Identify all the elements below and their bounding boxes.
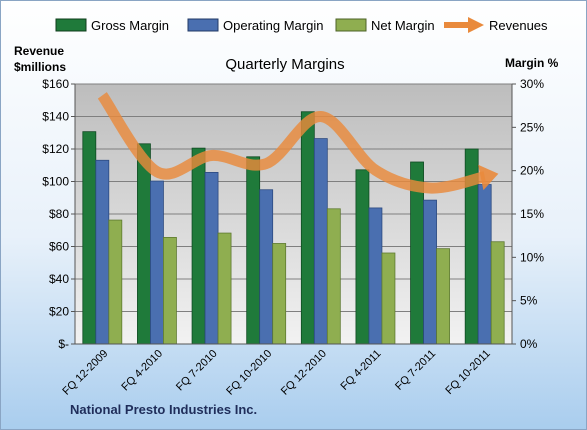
revenue-arrow-head (478, 164, 499, 191)
right-axis-label: Margin % (505, 56, 559, 70)
legend-item-operating-margin: Operating Margin (187, 18, 323, 33)
right-tick-label: 20% (520, 164, 544, 178)
left-axis-ticks: $- $20 $40 $60 $80 $100 $120 $140 $160 (42, 77, 75, 351)
left-tick-label: $80 (49, 207, 69, 221)
bar-operating-margin (477, 184, 492, 345)
legend-swatch-gross-margin (55, 18, 87, 32)
legend-item-gross-margin: Gross Margin (55, 18, 169, 33)
revenue-line (97, 92, 499, 194)
legend-swatch-net-margin (335, 18, 367, 32)
bar-gross-margin (137, 143, 151, 345)
legend-swatch-operating-margin (187, 18, 219, 32)
bar-net-margin (490, 241, 505, 345)
left-tick-label: $60 (49, 240, 69, 254)
right-tick-label: 15% (520, 207, 544, 221)
bar-net-margin (381, 252, 396, 345)
bar-gross-margin (191, 147, 206, 345)
left-tick-label: $20 (49, 305, 69, 319)
bar-gross-margin (300, 111, 315, 345)
legend-label-revenues: Revenues (489, 18, 548, 33)
right-tick-label: 25% (520, 120, 544, 134)
left-axis-label-line1: Revenue (14, 44, 64, 58)
legend: Gross Margin Operating Margin Net Margin… (55, 17, 548, 33)
bar-gross-margin (82, 131, 97, 345)
legend-item-net-margin: Net Margin (335, 18, 435, 33)
bar-operating-margin (95, 159, 110, 345)
right-tick-label: 10% (520, 250, 544, 264)
legend-label-operating-margin: Operating Margin (223, 18, 323, 33)
bar-gross-margin (246, 156, 261, 345)
left-tick-label: $- (58, 337, 69, 351)
bar-net-margin (163, 236, 177, 345)
bar-net-margin (272, 243, 287, 345)
left-tick-label: $160 (42, 77, 69, 91)
left-axis-label-line2: $millions (14, 60, 66, 74)
left-tick-label: $140 (42, 110, 69, 124)
legend-label-gross-margin: Gross Margin (91, 18, 169, 33)
revenue-series-line (97, 92, 487, 194)
left-tick-label: $40 (49, 272, 69, 286)
right-axis-ticks: 0% 5% 10% 15% 20% 25% 30% (512, 77, 544, 351)
legend-item-revenues: Revenues (444, 17, 548, 33)
bar-operating-margin (150, 180, 164, 345)
bar-gross-margin (355, 169, 370, 345)
bars (82, 111, 505, 345)
bar-net-margin (326, 208, 341, 345)
right-tick-label: 0% (520, 337, 538, 351)
bar-operating-margin (313, 138, 328, 345)
legend-arrow-revenues (468, 17, 484, 33)
bar-operating-margin (204, 171, 219, 345)
legend-label-net-margin: Net Margin (371, 18, 435, 33)
right-tick-label: 5% (520, 294, 538, 308)
left-tick-label: $120 (42, 142, 69, 156)
bar-operating-margin (259, 189, 274, 345)
footer-company-name: National Presto Industries Inc. (70, 402, 257, 417)
bar-operating-margin (423, 199, 437, 345)
chart-title: Quarterly Margins (225, 56, 344, 73)
bar-net-margin (217, 232, 232, 345)
bar-net-margin (108, 219, 123, 345)
bar-operating-margin (368, 207, 383, 345)
right-tick-label: 30% (520, 77, 544, 91)
left-tick-label: $100 (42, 175, 69, 189)
bar-net-margin (436, 248, 450, 345)
